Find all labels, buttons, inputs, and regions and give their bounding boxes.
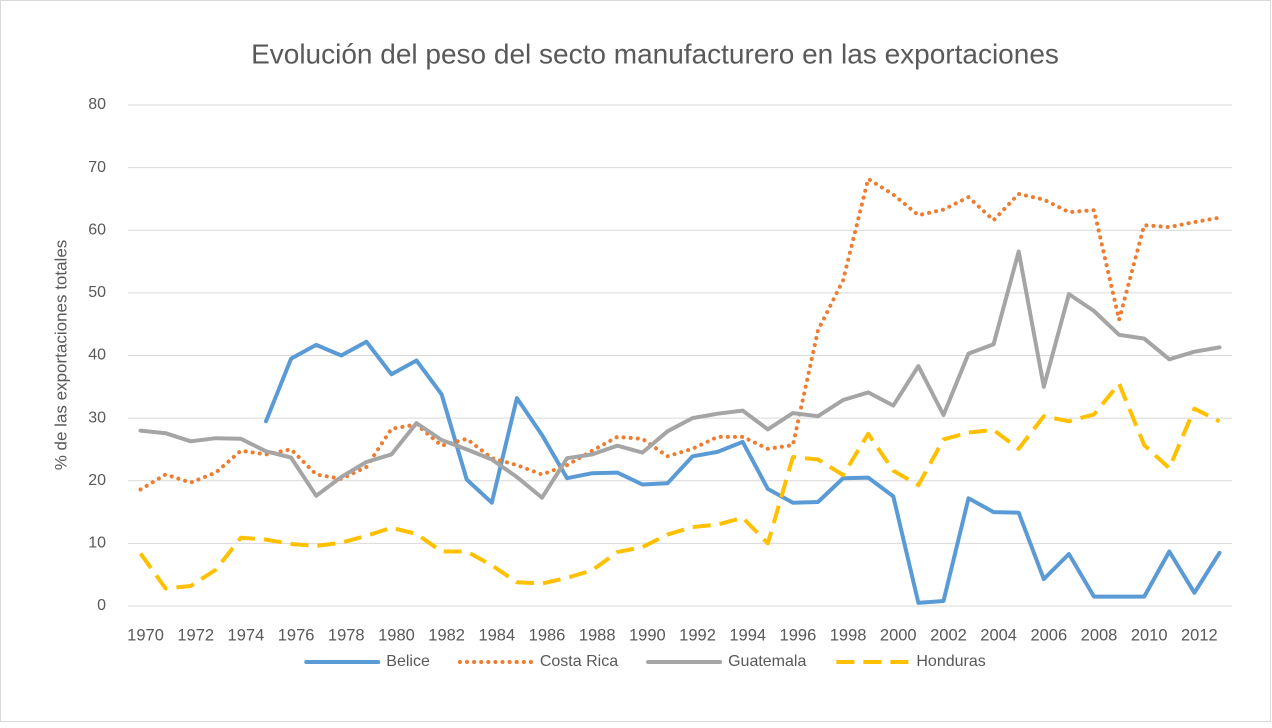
x-tick-label: 2004 <box>980 626 1017 644</box>
x-tick-label: 1974 <box>228 626 265 644</box>
x-tick-label: 1996 <box>780 626 817 644</box>
y-tick-label: 30 <box>88 409 106 426</box>
x-tick-label: 1988 <box>579 626 616 644</box>
y-tick-label: 40 <box>88 347 106 364</box>
series-line <box>138 249 1222 500</box>
x-tick-label: 1984 <box>478 626 515 644</box>
series-line <box>138 381 1221 591</box>
y-tick-label: 60 <box>88 221 106 238</box>
x-tick-label: 1990 <box>629 626 666 644</box>
x-tick-label: 1978 <box>328 626 365 644</box>
chart-title: Evolución del peso del secto manufacture… <box>251 38 1059 69</box>
x-tick-label: 1982 <box>428 626 465 644</box>
x-tick-label: 2012 <box>1181 626 1218 644</box>
x-tick-label: 1980 <box>378 626 415 644</box>
x-tick-label: 1976 <box>278 626 315 644</box>
x-tick-label: 1994 <box>729 626 766 644</box>
y-tick-label: 70 <box>88 159 106 176</box>
x-tick-label: 1972 <box>177 626 214 644</box>
x-tick-label: 2010 <box>1131 626 1168 644</box>
x-tick-label: 2006 <box>1030 626 1067 644</box>
x-tick-label: 2002 <box>930 626 967 644</box>
x-tick-label: 1986 <box>529 626 566 644</box>
x-tick-label: 1992 <box>679 626 716 644</box>
legend-label: Honduras <box>916 653 985 670</box>
y-axis-label: % de las exportaciones totales <box>51 240 70 471</box>
y-tick-label: 10 <box>88 535 106 552</box>
y-tick-label: 0 <box>97 597 106 614</box>
x-tick-label: 1998 <box>830 626 867 644</box>
y-tick-label: 20 <box>88 472 106 489</box>
series-line <box>138 176 1222 492</box>
legend-label: Belice <box>386 653 430 670</box>
legend-label: Costa Rica <box>540 653 618 670</box>
legend-label: Guatemala <box>728 653 806 670</box>
series-line <box>264 339 1222 605</box>
x-tick-label: 1970 <box>127 626 164 644</box>
x-tick-label: 2008 <box>1081 626 1118 644</box>
y-tick-label: 80 <box>88 96 106 113</box>
y-tick-label: 50 <box>88 284 106 301</box>
x-tick-label: 2000 <box>880 626 917 644</box>
